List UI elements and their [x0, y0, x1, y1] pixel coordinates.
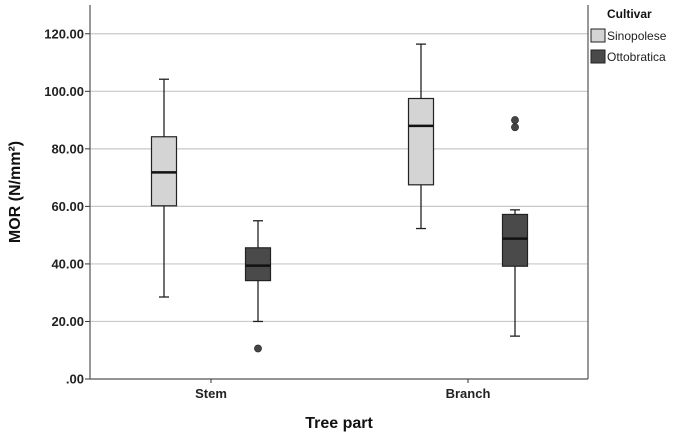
legend-swatch — [590, 28, 606, 43]
legend: Cultivar Sinopolese Ottobratica — [590, 7, 667, 64]
x-axis-title: Tree part — [305, 415, 373, 432]
box-ottobratica-branch — [501, 116, 529, 337]
boxes — [150, 43, 529, 353]
outlier-point — [254, 344, 262, 353]
legend-label: Ottobratica — [607, 50, 666, 64]
axes — [85, 5, 589, 383]
iqr-box — [407, 97, 435, 186]
box-ottobratica-stem — [244, 220, 272, 353]
outlier-point — [511, 116, 519, 124]
x-tick-label: Branch — [446, 386, 491, 401]
tick-labels: .00 20.00 40.00 60.00 80.00 100.00 120.00 Stem B… — [44, 26, 490, 401]
y-tick-label: 80.00 — [51, 141, 84, 156]
y-tick-label: 40.00 — [51, 256, 84, 271]
y-tick-label: 20.00 — [51, 314, 84, 329]
y-axis-title: MOR (N/mm²) — [7, 141, 24, 243]
iqr-box — [501, 213, 529, 267]
y-tick-label: 120.00 — [44, 26, 84, 41]
iqr-box — [244, 247, 272, 282]
y-tick-label: 60.00 — [51, 199, 84, 214]
box-sinopolese-stem — [150, 78, 178, 298]
legend-label: Sinopolese — [607, 29, 667, 43]
legend-swatch — [590, 49, 606, 64]
x-tick-label: Stem — [195, 386, 227, 401]
legend-title: Cultivar — [607, 7, 652, 21]
y-tick-label: 100.00 — [44, 84, 84, 99]
y-tick-label: .00 — [66, 372, 84, 387]
box-sinopolese-branch — [407, 43, 435, 230]
outlier-point — [511, 123, 519, 132]
